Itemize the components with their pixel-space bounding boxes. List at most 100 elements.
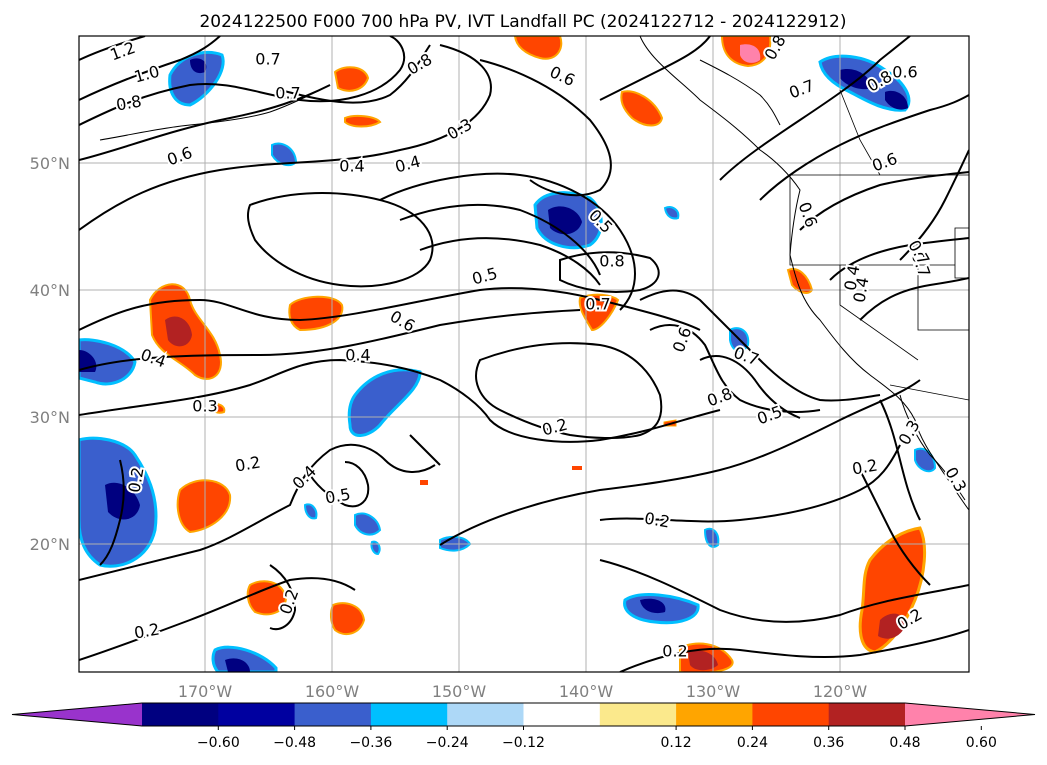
coastline-north-america: [639, 36, 969, 511]
lon-label: 160°W: [305, 682, 360, 701]
contour-label: 0.2: [662, 642, 687, 661]
contour-line: [475, 342, 663, 440]
contour-line: [79, 358, 721, 443]
colorbar-tick-label: 0.24: [737, 735, 768, 751]
colorbar-segments: [11, 702, 1036, 727]
colorbar-segment: [828, 703, 906, 726]
colorbar-outline: [11, 702, 1036, 727]
colorbar-segment: [142, 703, 219, 726]
colorbar: −0.60 −0.48 −0.36 −0.24 −0.12 0.12 0.24 0.36 0.4…: [11, 702, 1036, 751]
contour-line: [79, 443, 436, 581]
coastline-alaska-southeast: [699, 59, 781, 126]
colorbar-segment: [599, 703, 677, 726]
contour-line: [79, 309, 581, 371]
contour-line: [599, 559, 969, 623]
lon-label: 120°W: [813, 682, 868, 701]
colorbar-tick-label: −0.48: [273, 735, 316, 751]
anomaly-blob: [354, 512, 382, 536]
contour-line: [859, 277, 969, 321]
anomaly-blob: [688, 650, 718, 671]
colorbar-segment: [370, 703, 448, 726]
colorbar-tick-label: −0.24: [426, 735, 469, 751]
lat-label: 30°N: [30, 408, 70, 427]
contour-line: [799, 171, 969, 231]
contour-line: [759, 94, 969, 201]
colorbar-tick-label: 0.48: [889, 735, 920, 751]
contour-line: [719, 36, 911, 181]
contour-line: [246, 192, 434, 288]
anomaly-blob: [663, 206, 680, 220]
contour-line: [399, 203, 601, 276]
contour-line: [79, 36, 406, 126]
anomaly-blob: [578, 293, 620, 332]
contour-line: [309, 461, 370, 508]
colorbar-segment: [447, 703, 524, 726]
contour-line: [409, 434, 441, 466]
anomaly-blob: [329, 602, 366, 636]
contour-line: [79, 36, 146, 61]
contour-label: 0.2: [643, 508, 671, 531]
colorbar-segment: [752, 703, 830, 726]
borders: [789, 89, 969, 401]
map-background: [79, 36, 969, 672]
contour-line: [599, 444, 901, 523]
anomaly-blob: [885, 90, 908, 110]
contour-line: [599, 36, 711, 101]
colorbar-tick-label: −0.12: [502, 735, 545, 751]
contour-line: [699, 355, 801, 419]
state-border: [839, 265, 919, 361]
colorbar-tick-label: −0.60: [197, 735, 240, 751]
lon-label: 140°W: [559, 682, 614, 701]
contour-label: 0.4: [345, 346, 370, 365]
lat-label: 20°N: [30, 535, 70, 554]
lon-label: 150°W: [432, 682, 487, 701]
map-panel: 1.21.00.80.7 0.80.70.6 0.4 0.40.30.60.80.70…: [78, 35, 970, 673]
state-border: [954, 227, 969, 279]
contour-line: [619, 629, 969, 672]
contour-line: [479, 59, 612, 197]
contour-line: [79, 44, 492, 231]
contour-line: [559, 251, 660, 293]
negative-anomaly-shading: [79, 50, 937, 672]
anomaly-blob: [703, 527, 720, 548]
latitude-labels: 50°N 40°N 30°N 20°N: [30, 154, 70, 554]
anomaly-blob: [572, 466, 582, 470]
contour-line: [439, 379, 921, 546]
us-mexico-border: [889, 384, 969, 401]
anomaly-blob: [840, 69, 872, 90]
contour-line: [829, 237, 969, 281]
figure-title: 2024122500 F000 700 hPa PV, IVT Landfall…: [199, 12, 846, 32]
anomaly-blob: [347, 368, 422, 437]
contour-line: [79, 84, 331, 161]
colorbar-ticks: −0.60 −0.48 −0.36 −0.24 −0.12 0.12 0.24 0.36 0.4…: [197, 726, 997, 751]
anomaly-blob: [225, 658, 250, 672]
anomaly-blob: [740, 44, 761, 63]
anomaly-blob: [878, 613, 906, 639]
contour-line: [899, 149, 969, 261]
contour-line: [379, 172, 636, 311]
contour-line: [99, 459, 125, 566]
contour-line: [649, 324, 821, 413]
colorbar-extend-low: [12, 703, 142, 726]
colorbar-extend-high: [905, 703, 1035, 726]
anomaly-blob: [165, 316, 192, 347]
anomaly-blob: [344, 114, 382, 128]
contour-line: [859, 469, 931, 586]
contour-label: 0.7: [255, 50, 280, 69]
map-frame: [78, 35, 970, 673]
anomaly-blob: [370, 540, 381, 556]
lat-label: 50°N: [30, 154, 70, 173]
anomaly-blob: [333, 66, 370, 92]
colorbar-tick-label: 0.36: [813, 735, 844, 751]
canada-province-border: [839, 89, 881, 176]
colorbar-tick-label: 0.12: [661, 735, 692, 751]
anomaly-blob: [190, 58, 207, 74]
anomaly-blob: [303, 503, 318, 520]
anomaly-blob: [79, 338, 137, 386]
contour-line: [279, 44, 431, 104]
contour-line: [639, 289, 881, 402]
colorbar-segment: [218, 703, 296, 726]
anomaly-blob: [640, 598, 666, 614]
graticule: [79, 36, 969, 672]
